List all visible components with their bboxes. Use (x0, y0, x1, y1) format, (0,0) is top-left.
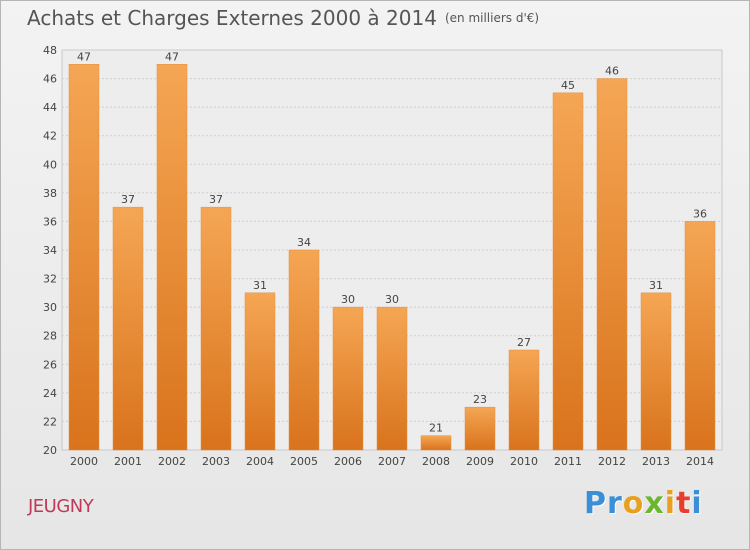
logo-letter: r (607, 486, 623, 521)
x-tick-label-2005: 2005 (290, 455, 318, 468)
y-tick-label: 34 (43, 244, 57, 257)
logo-letter: o (622, 486, 645, 521)
value-label-2001: 37 (121, 193, 135, 206)
bar-2011 (552, 92, 584, 451)
value-label-2011: 45 (561, 79, 575, 92)
y-tick-label: 48 (43, 44, 57, 57)
logo-letter: P (584, 486, 607, 521)
x-tick-label-2008: 2008 (422, 455, 450, 468)
bars-layer (68, 64, 716, 451)
y-tick-label: 32 (43, 273, 57, 286)
logo-letter: i (691, 486, 703, 521)
x-tick-label-2013: 2013 (642, 455, 670, 468)
value-label-2005: 34 (297, 236, 311, 249)
y-tick-label: 26 (43, 358, 57, 371)
bar-2004 (244, 292, 276, 451)
x-tick-label-2002: 2002 (158, 455, 186, 468)
axis-layer: 20 22 24 26 28 30 32 34 36 38 40 42 44 46 48 2000 2001 20… (43, 44, 714, 468)
chart-title-text: Achats et Charges Externes 2000 à 2014 (27, 6, 437, 30)
x-tick-label-2010: 2010 (510, 455, 538, 468)
logo-letter: t (676, 486, 692, 521)
y-tick-label: 44 (43, 101, 57, 114)
y-tick-label: 30 (43, 301, 57, 314)
x-tick-label-2003: 2003 (202, 455, 230, 468)
bar-2005 (288, 249, 320, 451)
bar-2000 (68, 64, 100, 451)
labels-layer: 47 37 47 37 31 34 30 30 21 23 27 45 46 31 36 (77, 50, 707, 434)
logo-letter: x (644, 486, 665, 521)
chart-title: Achats et Charges Externes 2000 à 2014 (e… (27, 6, 539, 30)
bar-2013 (640, 292, 672, 451)
y-tick-label: 24 (43, 387, 57, 400)
value-label-2007: 30 (385, 293, 399, 306)
x-tick-label-2000: 2000 (70, 455, 98, 468)
y-tick-label: 38 (43, 187, 57, 200)
bar-2007 (376, 306, 408, 451)
x-tick-label-2004: 2004 (246, 455, 274, 468)
value-label-2014: 36 (693, 207, 707, 220)
value-label-2012: 46 (605, 65, 619, 78)
bar-2001 (112, 206, 144, 451)
x-tick-label-2011: 2011 (554, 455, 582, 468)
bar-2002 (156, 64, 188, 451)
bar-2008 (420, 435, 452, 451)
x-tick-label-2001: 2001 (114, 455, 142, 468)
value-label-2013: 31 (649, 279, 663, 292)
value-label-2000: 47 (77, 50, 91, 63)
y-tick-label: 46 (43, 73, 57, 86)
bar-2012 (596, 78, 628, 451)
unit-note: (en milliers d'€) (444, 11, 540, 25)
y-tick-label: 36 (43, 215, 57, 228)
bar-2006 (332, 306, 364, 451)
bar-2003 (200, 206, 232, 451)
x-tick-label-2012: 2012 (598, 455, 626, 468)
bar-2009 (464, 406, 496, 451)
x-tick-label-2009: 2009 (466, 455, 494, 468)
proxiti-logo: Proxiti (584, 486, 703, 521)
value-label-2006: 30 (341, 293, 355, 306)
value-label-2002: 47 (165, 50, 179, 63)
value-label-2004: 31 (253, 279, 267, 292)
y-tick-label: 20 (43, 444, 57, 457)
y-tick-label: 40 (43, 158, 57, 171)
bar-2010 (508, 349, 540, 451)
value-label-2003: 37 (209, 193, 223, 206)
commune-name: JEUGNY (28, 496, 94, 517)
value-label-2009: 23 (473, 393, 487, 406)
y-tick-label: 28 (43, 330, 57, 343)
x-tick-label-2014: 2014 (686, 455, 714, 468)
value-label-2008: 21 (429, 422, 443, 435)
x-tick-label-2007: 2007 (378, 455, 406, 468)
logo-letter: i (664, 486, 677, 521)
bar-2014 (684, 221, 716, 451)
y-tick-label: 22 (43, 415, 57, 428)
value-label-2010: 27 (517, 336, 531, 349)
x-tick-label-2006: 2006 (334, 455, 362, 468)
y-tick-label: 42 (43, 130, 57, 143)
